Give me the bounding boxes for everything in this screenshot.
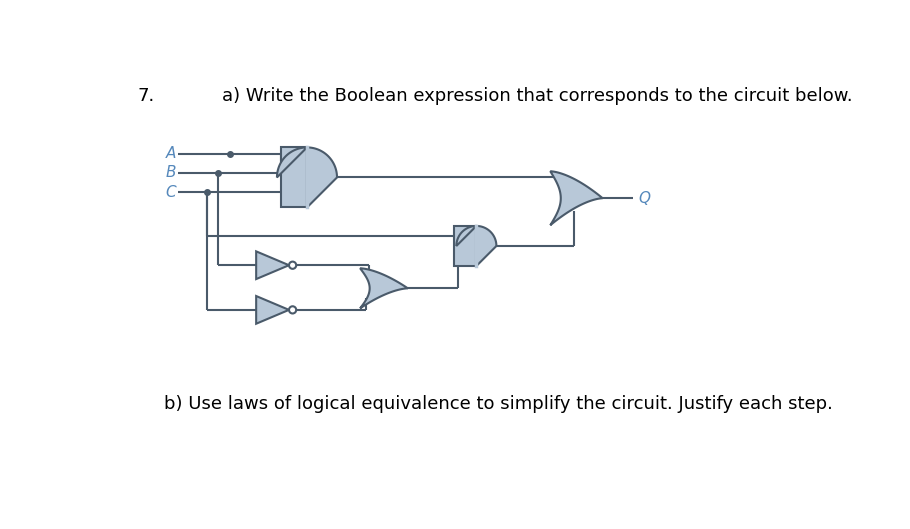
Polygon shape [457,226,497,266]
Polygon shape [257,296,289,324]
Polygon shape [454,226,477,266]
Text: b) Use laws of logical equivalence to simplify the circuit. Justify each step.: b) Use laws of logical equivalence to si… [164,395,833,413]
Circle shape [289,306,296,314]
Polygon shape [551,171,602,225]
Text: B: B [166,166,177,180]
Circle shape [289,262,296,269]
Text: 7.: 7. [137,87,155,105]
Text: C: C [166,185,177,199]
Polygon shape [257,251,289,279]
Polygon shape [281,148,307,207]
Text: a) Write the Boolean expression that corresponds to the circuit below.: a) Write the Boolean expression that cor… [222,87,853,105]
Polygon shape [360,268,408,308]
Text: A: A [166,146,177,161]
Polygon shape [277,148,337,207]
Text: Q: Q [638,191,650,206]
